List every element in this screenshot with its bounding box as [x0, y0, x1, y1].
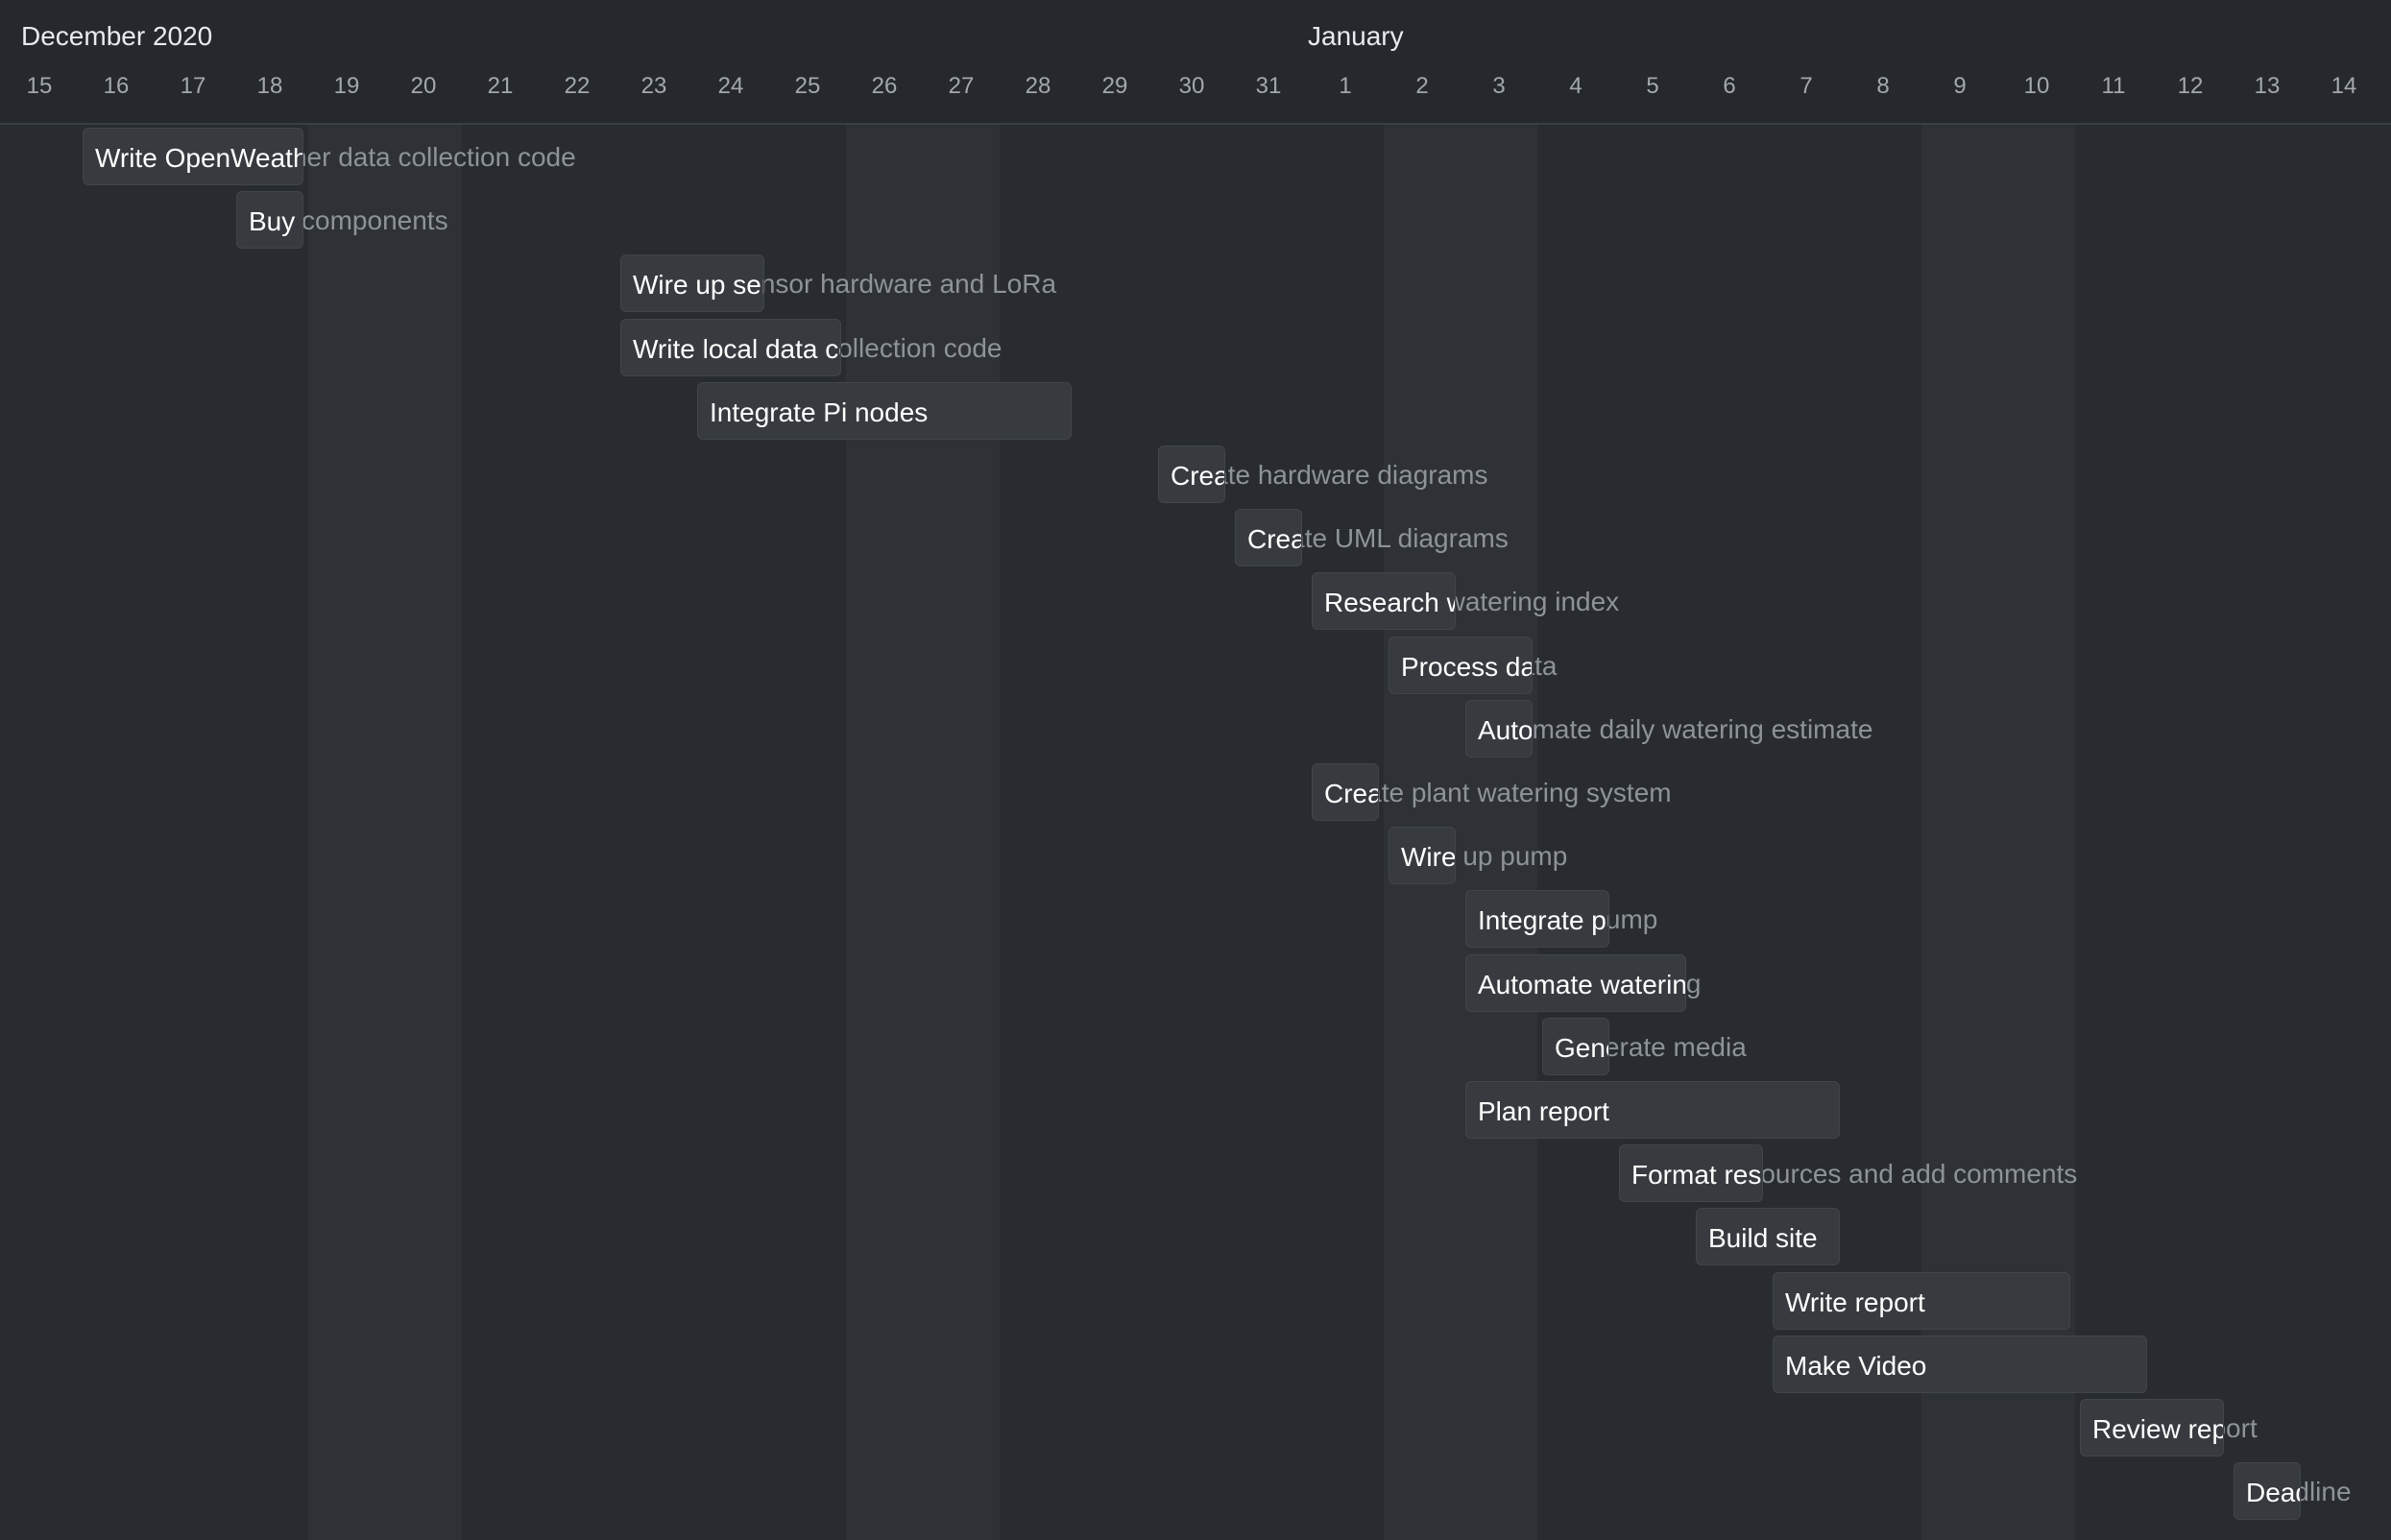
weekend-column — [846, 125, 923, 1540]
task-label: Wire up sensor hardware and LoRa — [633, 270, 763, 300]
day-label: 4 — [1569, 73, 1582, 99]
day-label: 19 — [333, 73, 360, 99]
task-bar[interactable]: Automate watering — [1465, 954, 1686, 1012]
day-label: 9 — [1953, 73, 1967, 99]
task-label: Make Video — [1785, 1351, 1927, 1381]
day-label: 29 — [1101, 73, 1128, 99]
day-label: 15 — [26, 73, 53, 99]
task-label: Write OpenWeather data collection code — [95, 143, 302, 173]
task-label: Deadline — [2246, 1478, 2300, 1507]
day-label: 17 — [180, 73, 206, 99]
task-label: Create hardware diagrams — [1171, 461, 1224, 491]
task-bar[interactable]: Wire up sensor hardware and LoRa — [620, 254, 764, 312]
task-label: Plan report — [1478, 1096, 1609, 1126]
weekend-column — [308, 125, 385, 1540]
task-bar[interactable]: Integrate pump — [1465, 890, 1609, 948]
task-label: Buy components — [249, 206, 302, 236]
task-label: Review report — [2092, 1414, 2224, 1444]
task-bar[interactable]: Deadline — [2234, 1462, 2301, 1520]
task-label: Write local data collection code — [633, 334, 840, 364]
task-bar[interactable]: Create hardware diagrams — [1158, 445, 1225, 503]
day-label: 24 — [717, 73, 744, 99]
task-bar[interactable]: Process data — [1389, 637, 1533, 694]
task-bar[interactable]: Integrate Pi nodes — [697, 382, 1072, 440]
weekend-column — [1461, 125, 1537, 1540]
day-label: 28 — [1025, 73, 1051, 99]
task-bar[interactable]: Create plant watering system — [1312, 763, 1379, 821]
day-label: 21 — [487, 73, 514, 99]
day-label: 5 — [1646, 73, 1659, 99]
weekend-column — [923, 125, 1000, 1540]
task-bar[interactable]: Review report — [2080, 1399, 2224, 1456]
task-label: Automate daily watering estimate — [1478, 715, 1533, 745]
day-label: 18 — [256, 73, 283, 99]
day-label: 2 — [1415, 73, 1429, 99]
day-label: 20 — [410, 73, 437, 99]
day-label: 23 — [640, 73, 667, 99]
task-bar[interactable]: Make Video — [1773, 1335, 2147, 1393]
day-label: 11 — [2101, 73, 2126, 99]
day-label: 10 — [2023, 73, 2050, 99]
task-bar[interactable]: Create UML diagrams — [1235, 509, 1302, 566]
task-bar[interactable]: Wire up pump — [1389, 827, 1456, 884]
month-label-december: December 2020 — [21, 21, 213, 51]
task-bar[interactable]: Plan report — [1465, 1081, 1840, 1139]
task-label: Automate watering — [1478, 970, 1686, 999]
month-label-january: January — [1308, 21, 1404, 51]
day-label: 13 — [2254, 73, 2281, 99]
task-label: Integrate Pi nodes — [710, 397, 929, 427]
task-bar[interactable]: Write local data collection code — [620, 319, 841, 376]
task-bar[interactable]: Format resources and add comments — [1619, 1144, 1763, 1202]
day-label: 1 — [1339, 73, 1352, 99]
timeline-header: December 2020 January 15 16 17 18 19 20 21 22 23… — [0, 0, 2391, 125]
task-label: Process data — [1401, 652, 1533, 682]
day-label: 16 — [103, 73, 130, 99]
task-bar[interactable]: Buy components — [236, 191, 303, 249]
task-bar[interactable]: Build site — [1696, 1208, 1840, 1265]
day-label: 27 — [948, 73, 975, 99]
day-label: 3 — [1492, 73, 1506, 99]
day-label: 25 — [794, 73, 821, 99]
task-label: Create plant watering system — [1324, 779, 1378, 808]
task-bar[interactable]: Write report — [1773, 1272, 2070, 1330]
task-bar[interactable]: Research watering index — [1312, 572, 1456, 630]
day-label: 6 — [1723, 73, 1736, 99]
task-bar[interactable]: Automate daily watering estimate — [1465, 700, 1533, 758]
day-label: 7 — [1799, 73, 1813, 99]
task-label: Research watering index — [1324, 588, 1455, 617]
day-label: 30 — [1178, 73, 1205, 99]
task-bar[interactable]: Write OpenWeather data collection code — [83, 128, 303, 185]
task-label: Integrate pump — [1478, 905, 1608, 935]
task-bar[interactable]: Generate media — [1542, 1018, 1609, 1075]
task-label: Create UML diagrams — [1247, 524, 1301, 554]
day-label: 8 — [1876, 73, 1890, 99]
task-label: Write report — [1785, 1287, 1925, 1317]
day-label: 12 — [2177, 73, 2204, 99]
day-label: 22 — [564, 73, 591, 99]
day-label: 26 — [871, 73, 898, 99]
task-label: Build site — [1708, 1223, 1818, 1253]
task-label: Wire up pump — [1401, 842, 1456, 872]
day-label: 31 — [1255, 73, 1282, 99]
weekend-column — [385, 125, 462, 1540]
task-label: Generate media — [1555, 1033, 1608, 1063]
day-label: 14 — [2331, 73, 2357, 99]
task-label: Format resources and add comments — [1631, 1160, 1762, 1190]
